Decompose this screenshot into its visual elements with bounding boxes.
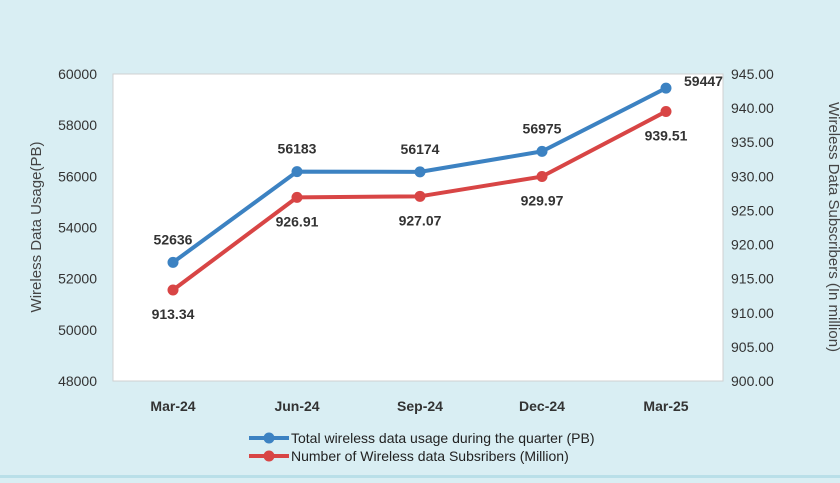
data-label: 927.07 (399, 212, 442, 228)
series-layer (167, 82, 672, 296)
x-tick-label: Sep-24 (397, 398, 443, 414)
data-point (414, 166, 426, 178)
data-label: 926.91 (276, 213, 319, 229)
data-point (660, 105, 672, 117)
y-tick-left: 48000 (58, 373, 97, 389)
legend-label-0: Total wireless data usage during the qua… (291, 430, 595, 446)
data-labels: 52636 56183 56174 56975 59447 913.34 926.91 927… (152, 73, 724, 322)
y-tick-right: 940.00 (731, 100, 774, 116)
data-point (167, 284, 179, 296)
y-tick-right: 915.00 (731, 271, 774, 287)
y-tick-right: 920.00 (731, 237, 774, 253)
data-point (660, 82, 672, 94)
y-tick-left: 60000 (58, 66, 97, 82)
y-tick-left: 58000 (58, 117, 97, 133)
y-tick-left: 56000 (58, 168, 97, 184)
data-label: 913.34 (152, 306, 195, 322)
bottom-rule (0, 475, 840, 478)
y-axis-right-ticks: 900.00 905.00 910.00 915.00 920.00 925.00 930.… (731, 66, 774, 389)
legend-marker-1 (263, 450, 275, 462)
x-tick-label: Jun-24 (274, 398, 319, 414)
legend-marker-0 (263, 432, 275, 444)
y-axis-left-ticks: 48000 50000 52000 54000 56000 58000 60000 (58, 66, 97, 389)
data-point (536, 145, 548, 157)
data-label: 939.51 (645, 127, 688, 143)
data-label: 56174 (401, 141, 440, 157)
y-tick-left: 50000 (58, 322, 97, 338)
x-tick-label: Mar-25 (643, 398, 688, 414)
data-point (536, 171, 548, 183)
data-point (414, 190, 426, 202)
y-tick-right: 910.00 (731, 305, 774, 321)
data-label: 59447 (684, 73, 723, 89)
plot-area (112, 73, 724, 382)
y-tick-right: 945.00 (731, 66, 774, 82)
y-tick-right: 935.00 (731, 134, 774, 150)
y-tick-right: 905.00 (731, 339, 774, 355)
y-axis-right-label: Wireless Data Subscribers (In million) (825, 102, 840, 352)
data-label: 56183 (278, 141, 317, 157)
data-label: 929.97 (521, 193, 564, 209)
y-tick-left: 52000 (58, 271, 97, 287)
legend: Total wireless data usage during the qua… (249, 430, 595, 464)
data-point (291, 191, 303, 203)
y-axis-left-label: Wireless Data Usage(PB) (28, 142, 45, 313)
x-axis-ticks: Mar-24 Jun-24 Sep-24 Dec-24 Mar-25 (150, 398, 688, 414)
data-point (167, 256, 179, 268)
x-tick-label: Mar-24 (150, 398, 195, 414)
x-tick-label: Dec-24 (519, 398, 565, 414)
y-tick-left: 54000 (58, 220, 97, 236)
legend-label-1: Number of Wireless data Subsribers (Mill… (291, 448, 569, 464)
data-label: 52636 (154, 231, 193, 247)
y-tick-right: 900.00 (731, 373, 774, 389)
data-point (291, 166, 303, 178)
data-label: 56975 (523, 120, 562, 136)
y-tick-right: 930.00 (731, 168, 774, 184)
y-tick-right: 925.00 (731, 202, 774, 218)
